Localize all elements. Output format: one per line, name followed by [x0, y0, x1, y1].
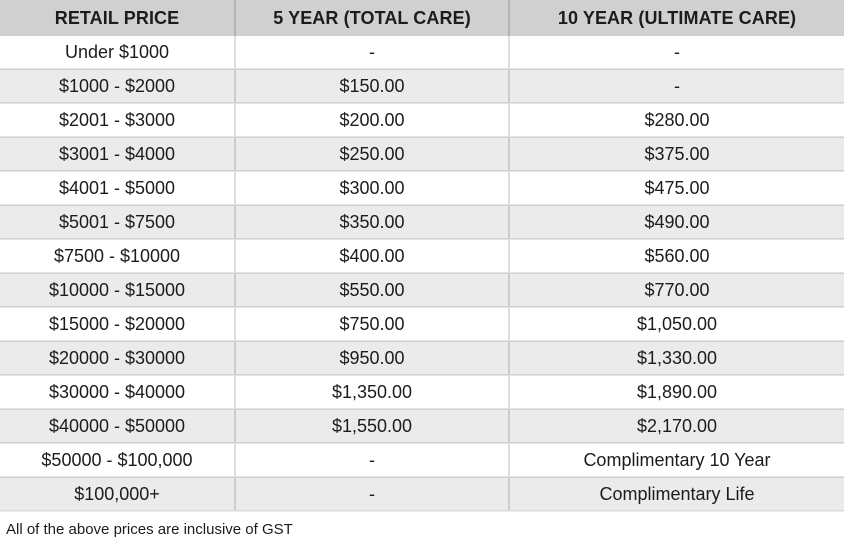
five-year-price-cell: - — [234, 476, 509, 512]
gst-footnote: All of the above prices are inclusive of… — [6, 521, 293, 538]
retail-price-cell: $3001 - $4000 — [0, 136, 235, 171]
retail-price-cell: $5001 - $7500 — [0, 204, 235, 239]
five-year-price-cell: $1,350.00 — [234, 374, 509, 409]
ten-year-price-cell: - — [508, 68, 844, 103]
table-row: $7500 - $10000 $400.00 $560.00 — [0, 238, 844, 273]
five-year-price-cell: $300.00 — [234, 170, 509, 205]
five-year-price-cell: - — [234, 36, 509, 69]
five-year-price-cell: - — [234, 442, 509, 477]
table-row: $1000 - $2000 $150.00- — [0, 68, 844, 103]
ten-year-price-cell: $1,330.00 — [508, 340, 844, 375]
price-table: RETAIL PRICE 5 YEAR (TOTAL CARE) 10 YEAR… — [0, 0, 844, 512]
five-year-price-cell: $200.00 — [234, 102, 509, 137]
five-year-price-cell: $150.00 — [234, 68, 509, 103]
retail-price-cell: $7500 - $10000 — [0, 238, 235, 273]
five-year-price-cell: $400.00 — [234, 238, 509, 273]
five-year-price-cell: $950.00 — [234, 340, 509, 375]
table-row: $15000 - $20000 $750.00 $1,050.00 — [0, 306, 844, 341]
ten-year-price-cell: - — [508, 36, 844, 69]
col-header-retail-price: RETAIL PRICE — [0, 0, 235, 36]
ten-year-price-cell: $375.00 — [508, 136, 844, 171]
ten-year-price-cell: Complimentary Life — [508, 476, 844, 512]
five-year-price-cell: $550.00 — [234, 272, 509, 307]
price-table-body: Under $1000- - $1000 - $2000 $150.00- $2001 … — [0, 36, 844, 512]
retail-price-cell: $100,000+ — [0, 476, 235, 512]
ten-year-price-cell: $1,890.00 — [508, 374, 844, 409]
retail-price-cell: $10000 - $15000 — [0, 272, 235, 307]
five-year-price-cell: $1,550.00 — [234, 408, 509, 443]
ten-year-price-cell: $1,050.00 — [508, 306, 844, 341]
retail-price-cell: $30000 - $40000 — [0, 374, 235, 409]
retail-price-cell: $20000 - $30000 — [0, 340, 235, 375]
ten-year-price-cell: $560.00 — [508, 238, 844, 273]
retail-price-cell: $50000 - $100,000 — [0, 442, 235, 477]
ten-year-price-cell: $280.00 — [508, 102, 844, 137]
retail-price-cell: $40000 - $50000 — [0, 408, 235, 443]
table-row: $40000 - $50000 $1,550.00 $2,170.00 — [0, 408, 844, 443]
retail-price-cell: $1000 - $2000 — [0, 68, 235, 103]
table-row: $50000 - $100,000- Complimentary 10 Year — [0, 442, 844, 477]
five-year-price-cell: $350.00 — [234, 204, 509, 239]
ten-year-price-cell: $475.00 — [508, 170, 844, 205]
header-row: RETAIL PRICE 5 YEAR (TOTAL CARE) 10 YEAR… — [0, 0, 844, 36]
retail-price-cell: $15000 - $20000 — [0, 306, 235, 341]
table-row: $10000 - $15000 $550.00 $770.00 — [0, 272, 844, 307]
table-row: $30000 - $40000 $1,350.00 $1,890.00 — [0, 374, 844, 409]
table-row: Under $1000- - — [0, 36, 844, 69]
table-row: $2001 - $3000 $200.00 $280.00 — [0, 102, 844, 137]
five-year-price-cell: $250.00 — [234, 136, 509, 171]
table-row: $5001 - $7500 $350.00 $490.00 — [0, 204, 844, 239]
ten-year-price-cell: Complimentary 10 Year — [508, 442, 844, 477]
ten-year-price-cell: $770.00 — [508, 272, 844, 307]
ten-year-price-cell: $2,170.00 — [508, 408, 844, 443]
table-row: $100,000+ - Complimentary Life — [0, 476, 844, 512]
retail-price-cell: Under $1000 — [0, 36, 235, 69]
table-row: $4001 - $5000 $300.00 $475.00 — [0, 170, 844, 205]
table-row: $3001 - $4000 $250.00 $375.00 — [0, 136, 844, 171]
table-row: $20000 - $30000 $950.00 $1,330.00 — [0, 340, 844, 375]
ten-year-price-cell: $490.00 — [508, 204, 844, 239]
price-table-header: RETAIL PRICE 5 YEAR (TOTAL CARE) 10 YEAR… — [0, 0, 844, 36]
five-year-price-cell: $750.00 — [234, 306, 509, 341]
retail-price-cell: $4001 - $5000 — [0, 170, 235, 205]
col-header-10-year-ultimate-care: 10 YEAR (ULTIMATE CARE) — [508, 0, 844, 36]
retail-price-cell: $2001 - $3000 — [0, 102, 235, 137]
col-header-5-year-total-care: 5 YEAR (TOTAL CARE) — [234, 0, 509, 36]
